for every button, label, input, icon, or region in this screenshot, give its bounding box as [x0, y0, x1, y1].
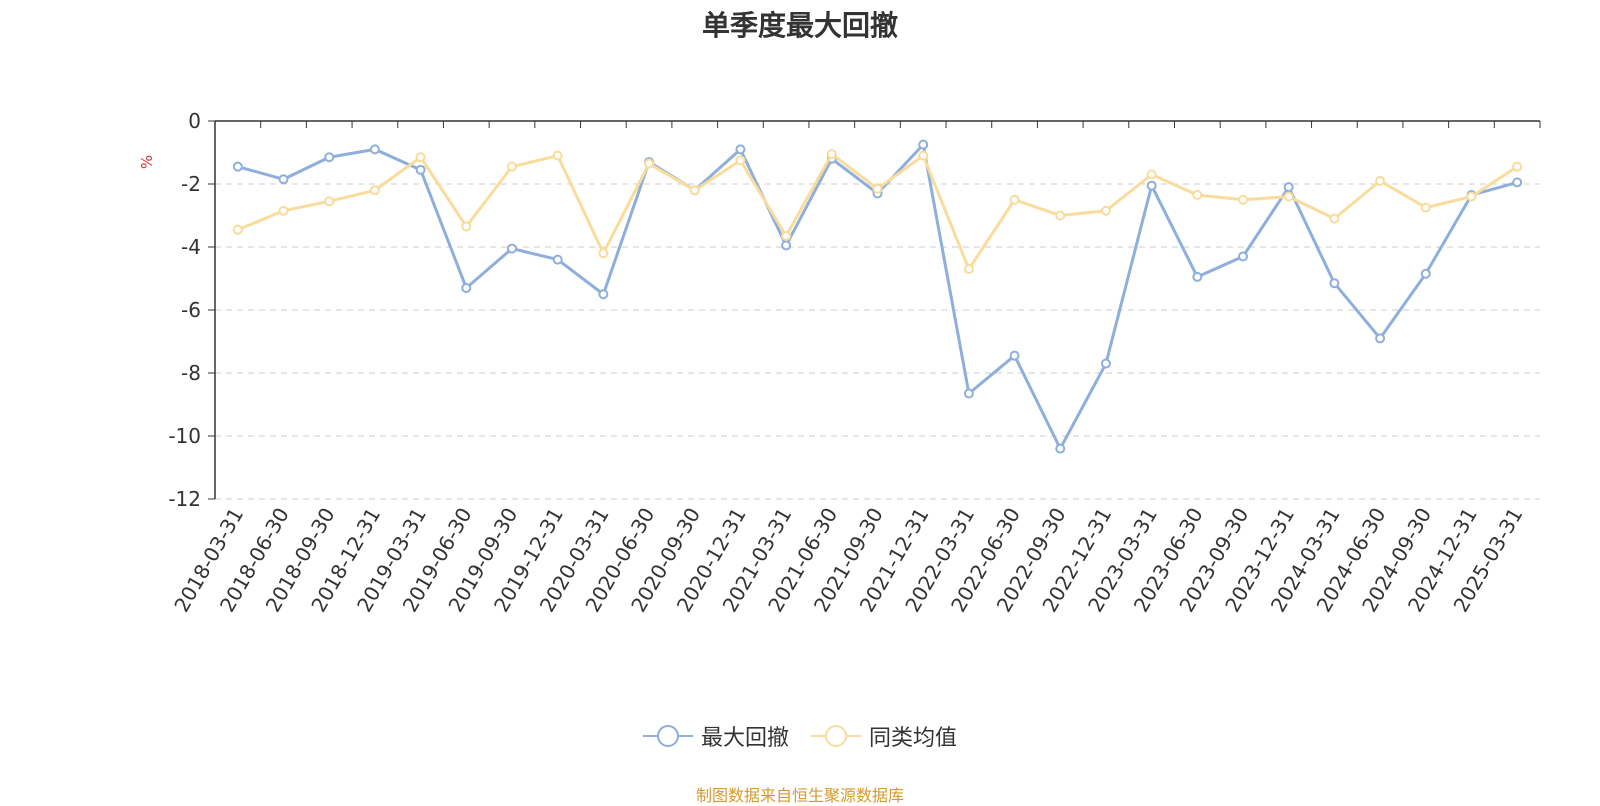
data-point-max-drawdown	[1192, 271, 1203, 282]
data-point-peer-average	[232, 224, 243, 235]
data-point-max-drawdown	[1146, 180, 1157, 191]
data-point-peer-average	[552, 150, 563, 161]
data-point-peer-average	[1329, 213, 1340, 224]
data-point-peer-average	[1466, 191, 1477, 202]
y-axis-label: %	[138, 155, 156, 169]
data-point-max-drawdown	[552, 254, 563, 265]
legend: 最大回撤 同类均值	[0, 720, 1600, 752]
data-point-max-drawdown	[1055, 443, 1066, 454]
data-point-max-drawdown	[1420, 268, 1431, 279]
data-point-max-drawdown	[1375, 333, 1386, 344]
y-tick-label: -8	[181, 361, 201, 385]
series-line-peer-average	[237, 152, 1518, 271]
y-tick-label: -12	[168, 487, 201, 511]
data-point-max-drawdown	[278, 174, 289, 185]
data-point-peer-average	[506, 161, 517, 172]
chart-title: 单季度最大回撤	[701, 9, 898, 42]
data-point-max-drawdown	[963, 388, 974, 399]
source-note: 制图数据来自恒生聚源数据库	[695, 786, 904, 805]
data-point-max-drawdown	[1283, 182, 1294, 193]
data-point-peer-average	[369, 185, 380, 196]
data-point-peer-average	[872, 183, 883, 194]
data-point-peer-average	[1420, 202, 1431, 213]
y-tick-label: -2	[181, 172, 201, 196]
data-point-peer-average	[1238, 194, 1249, 205]
data-point-max-drawdown	[1100, 358, 1111, 369]
data-point-peer-average	[278, 205, 289, 216]
data-point-max-drawdown	[918, 139, 929, 150]
data-point-max-drawdown	[506, 243, 517, 254]
legend-label-peer-average: 同类均值	[869, 726, 958, 751]
data-point-peer-average	[324, 196, 335, 207]
data-point-peer-average	[461, 221, 472, 232]
data-point-max-drawdown	[598, 289, 609, 300]
data-point-peer-average	[1375, 175, 1386, 186]
data-point-peer-average	[1283, 191, 1294, 202]
data-point-max-drawdown	[461, 282, 472, 293]
y-tick-label: -6	[181, 298, 201, 322]
data-point-max-drawdown	[1009, 350, 1020, 361]
data-point-max-drawdown	[232, 161, 243, 172]
data-point-peer-average	[1009, 194, 1020, 205]
legend-label-max-drawdown: 最大回撤	[700, 726, 789, 751]
legend-marker-max-drawdown	[642, 725, 693, 747]
data-point-peer-average	[598, 248, 609, 259]
legend-marker-peer-average	[811, 725, 861, 747]
data-point-peer-average	[415, 152, 426, 163]
y-tick-label: -4	[181, 235, 201, 259]
data-point-peer-average	[1512, 161, 1523, 172]
y-tick-label: -10	[168, 424, 201, 448]
data-point-peer-average	[1146, 169, 1157, 180]
data-point-max-drawdown	[735, 144, 746, 155]
data-point-max-drawdown	[1512, 177, 1523, 188]
data-point-max-drawdown	[1238, 251, 1249, 262]
data-point-peer-average	[1055, 210, 1066, 221]
data-point-peer-average	[1100, 205, 1111, 216]
data-point-max-drawdown	[415, 164, 426, 175]
data-point-peer-average	[826, 149, 837, 160]
legend-item-max-drawdown[interactable]: 最大回撤	[642, 720, 789, 752]
data-point-peer-average	[918, 150, 929, 161]
data-point-peer-average	[644, 158, 655, 169]
legend-item-peer-average[interactable]: 同类均值	[811, 720, 957, 752]
data-point-peer-average	[963, 264, 974, 275]
data-point-max-drawdown	[1329, 278, 1340, 289]
data-point-peer-average	[1192, 190, 1203, 201]
data-point-peer-average	[735, 155, 746, 166]
data-point-max-drawdown	[324, 152, 335, 163]
data-point-peer-average	[689, 185, 700, 196]
data-point-max-drawdown	[369, 144, 380, 155]
y-tick-label: 0	[188, 109, 201, 133]
data-point-peer-average	[781, 230, 792, 241]
data-point-max-drawdown	[781, 240, 792, 251]
